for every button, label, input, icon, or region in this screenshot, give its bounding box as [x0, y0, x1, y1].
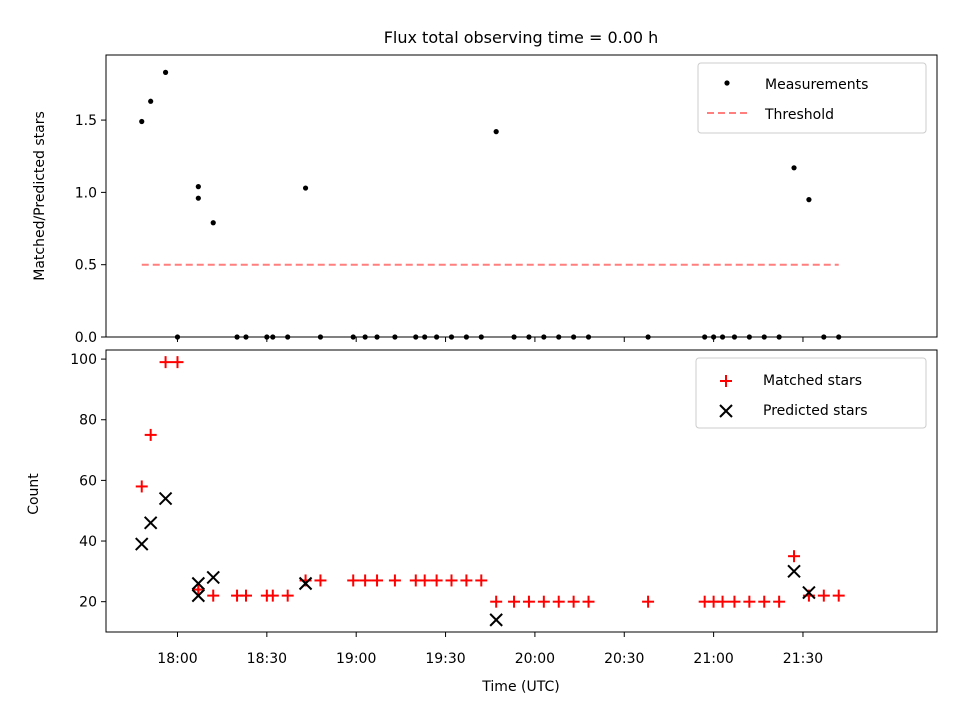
matched-stars-point — [281, 589, 294, 602]
legend-measurements-marker — [724, 80, 730, 86]
x-tick-label: 21:00 — [693, 651, 733, 667]
matched-stars-point — [716, 595, 729, 608]
predicted-stars-point — [158, 491, 173, 506]
matched-stars-point — [567, 595, 580, 608]
x-tick-label: 20:30 — [604, 651, 644, 667]
measurements-point — [302, 185, 309, 191]
measurements-point — [493, 129, 499, 135]
matched-stars-point — [192, 583, 205, 596]
predicted-stars-point — [191, 576, 206, 591]
measurements-point — [791, 165, 797, 171]
matched-stars-point — [508, 595, 521, 608]
y-tick-label: 100 — [70, 352, 97, 368]
matched-stars-point — [207, 589, 220, 602]
predicted-stars-point — [787, 564, 801, 579]
matched-stars-point — [144, 428, 157, 441]
matched-stars-point — [537, 595, 550, 608]
legend-matched-label: Matched stars — [763, 373, 862, 389]
predicted-stars-point — [489, 613, 503, 627]
x-tick-label: 19:00 — [336, 651, 376, 667]
matched-stars-point — [490, 595, 503, 608]
matched-stars-point — [371, 574, 384, 587]
y-tick-label: 20 — [79, 595, 97, 611]
matched-stars-point — [171, 356, 184, 369]
matched-stars-point — [758, 595, 771, 608]
top-plot-frame — [105, 54, 938, 338]
top-y-axis-label: Matched/Predicted stars — [32, 111, 48, 281]
matched-stars-point — [773, 595, 786, 608]
bottom-plot-frame — [105, 349, 938, 633]
y-tick-label: 60 — [79, 473, 97, 489]
x-tick-label: 19:30 — [425, 651, 465, 667]
x-tick-label: 21:30 — [783, 651, 823, 667]
matched-stars-point — [347, 574, 360, 587]
measurements-point — [139, 118, 145, 125]
x-tick-label: 20:00 — [515, 651, 555, 667]
predicted-stars-point — [298, 576, 313, 591]
predicted-stars-point — [191, 588, 206, 603]
top-marks — [139, 69, 842, 340]
matched-stars-point — [582, 595, 595, 608]
matched-stars-point — [642, 595, 655, 608]
predicted-stars-point — [135, 537, 149, 551]
matched-stars-point — [728, 595, 741, 608]
bottom-y-ticks: 20 40 60 80 100 — [70, 352, 106, 611]
bottom-legend: Matched stars Predicted stars — [695, 357, 927, 429]
y-tick-label: 0.5 — [75, 258, 97, 274]
legend-predicted-label: Predicted stars — [763, 403, 868, 419]
y-tick-label: 1.0 — [75, 185, 97, 201]
matched-stars-point — [418, 574, 431, 587]
matched-stars-point — [522, 595, 535, 608]
matched-stars-point — [159, 356, 172, 369]
measurements-point — [195, 184, 201, 190]
top-legend: Measurements Threshold — [697, 62, 927, 134]
top-legend-box — [697, 62, 927, 134]
x-tick-label: 18:00 — [157, 651, 197, 667]
matched-stars-point — [314, 574, 327, 587]
matched-stars-point — [445, 574, 458, 587]
legend-measurements-label: Measurements — [765, 77, 868, 93]
measurements-point — [148, 98, 154, 104]
matched-stars-point — [743, 595, 756, 608]
matched-stars-point — [359, 574, 372, 587]
matched-stars-point — [788, 550, 801, 563]
bottom-x-axis-label: Time (UTC) — [481, 679, 559, 695]
y-tick-label: 80 — [79, 413, 97, 429]
bottom-legend-box — [695, 357, 927, 429]
measurements-point — [162, 69, 169, 75]
legend-threshold-label: Threshold — [764, 107, 834, 123]
matched-stars-point — [817, 589, 830, 602]
bottom-y-axis-label: Count — [26, 473, 42, 515]
bottom-x-ticks: 18:00 18:30 19:00 19:30 20:00 20:30 21:00 21:30 — [157, 632, 823, 667]
matched-stars-point — [266, 589, 279, 602]
matched-stars-point — [460, 574, 473, 587]
matched-stars-point — [430, 574, 443, 587]
predicted-stars-point — [206, 570, 220, 585]
matched-stars-point — [475, 574, 488, 587]
top-panel: 0.0 0.5 1.0 1.5 Matched/Predicted stars Mea… — [32, 54, 938, 346]
matched-stars-point — [135, 480, 148, 493]
bottom-marks — [135, 356, 845, 627]
measurements-point — [806, 197, 812, 203]
measurements-point — [195, 195, 201, 201]
legend-matched-marker — [720, 375, 732, 387]
x-tick-label: 18:30 — [247, 651, 287, 667]
y-tick-label: 1.5 — [75, 113, 97, 129]
matched-stars-point — [832, 589, 845, 602]
top-y-ticks: 0.0 0.5 1.0 1.5 — [75, 113, 106, 346]
measurements-point — [210, 220, 216, 226]
legend-predicted-marker — [719, 404, 733, 418]
y-tick-label: 0.0 — [75, 330, 97, 346]
predicted-stars-point — [143, 516, 158, 530]
top-x-ticks — [176, 337, 804, 342]
y-tick-label: 40 — [79, 534, 97, 550]
bottom-panel: 20 40 60 80 100 18:00 18:30 19:00 19:30 20:00 20:… — [26, 349, 938, 695]
predicted-stars-point — [802, 585, 816, 600]
matched-stars-point — [239, 589, 252, 602]
figure-title: Flux total observing time = 0.00 h — [384, 28, 659, 47]
matched-stars-point — [552, 595, 565, 608]
matched-stars-point — [388, 574, 401, 587]
